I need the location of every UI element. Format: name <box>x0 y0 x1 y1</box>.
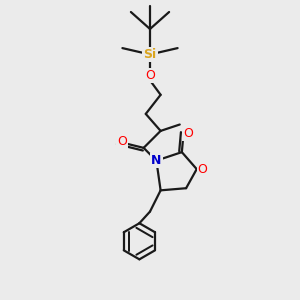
Text: Si: Si <box>143 48 157 61</box>
Text: O: O <box>198 163 208 176</box>
Text: O: O <box>183 127 193 140</box>
Text: O: O <box>118 135 127 148</box>
Text: O: O <box>145 69 155 82</box>
Text: N: N <box>151 154 162 167</box>
